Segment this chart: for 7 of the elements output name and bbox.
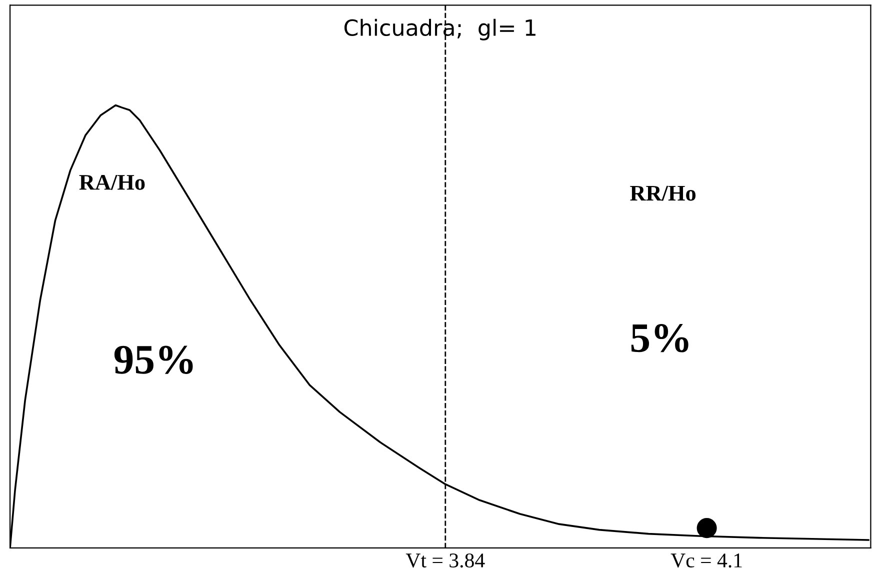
chart-title: Chicuadra; gl= 1	[344, 18, 536, 40]
annotation: 5%	[631, 324, 688, 352]
x-tick-label: Vt = 3.84	[406, 553, 485, 568]
annotation: RR/Ho	[630, 186, 696, 201]
annotation: RA/Ho	[79, 174, 145, 190]
x-tick-label: Vc = 4.1	[670, 554, 742, 568]
annotation: 95%	[114, 346, 193, 374]
